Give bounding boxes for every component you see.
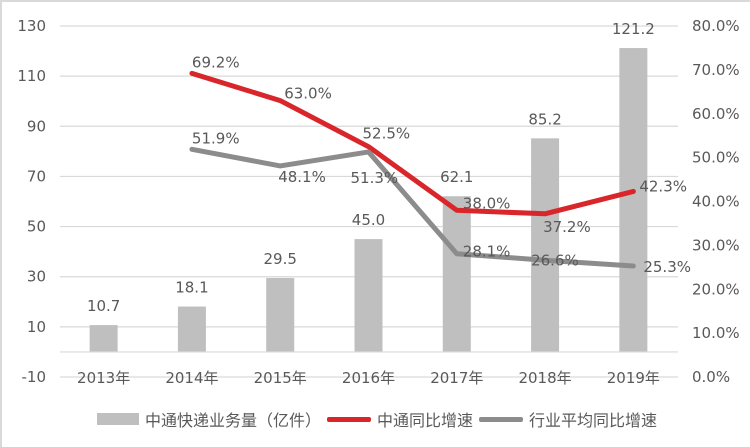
bar[interactable] [442, 196, 471, 352]
right-tick-label: 80.0% [692, 17, 740, 35]
line-value-label: 38.0% [463, 194, 511, 212]
line-value-label: 69.2% [192, 53, 240, 71]
right-axis: 80.0% 70.0% 60.0% 50.0% 40.0% 30.0% 20.0% 10.0%… [692, 17, 740, 386]
left-tick-label: 90 [27, 117, 46, 135]
combo-chart: 130 110 90 70 50 30 10 -10 80.0% 70.0% 60.0% 50.0%… [17, 17, 740, 387]
right-tick-label: 70.0% [692, 61, 740, 79]
line-value-label: 52.5% [363, 125, 411, 143]
x-tick-label: 2018年 [518, 369, 571, 387]
left-tick-label: -10 [22, 368, 47, 386]
bar[interactable] [531, 138, 560, 352]
line-value-label: 51.9% [192, 129, 240, 147]
x-tick-label: 2014年 [165, 369, 218, 387]
bar[interactable] [619, 48, 648, 352]
legend: 中通快递业务量（亿件） 中通同比增速 行业平均同比增速 [2, 404, 750, 434]
line-value-label: 48.1% [278, 168, 326, 186]
right-tick-label: 60.0% [692, 105, 740, 123]
bar-value-label: 45.0 [352, 211, 385, 229]
bar-value-label: 29.5 [264, 250, 297, 268]
line-data-labels: 69.2% 63.0% 52.5% 38.0% 37.2% 42.3% 51.9% 48.1%… [192, 53, 691, 276]
legend-label: 中通快递业务量（亿件） [144, 411, 321, 430]
right-tick-label: 30.0% [692, 236, 740, 254]
left-tick-label: 10 [27, 318, 46, 336]
right-tick-label: 10.0% [692, 324, 740, 342]
bar[interactable] [354, 239, 383, 352]
bar-value-label: 121.2 [612, 20, 655, 38]
x-tick-label: 2016年 [342, 369, 395, 387]
line-value-label: 26.6% [531, 251, 579, 269]
x-tick-label: 2015年 [254, 369, 307, 387]
left-tick-label: 50 [27, 218, 46, 236]
x-tick-label: 2019年 [607, 369, 660, 387]
bar-value-label: 62.1 [440, 168, 473, 186]
bar[interactable] [266, 277, 295, 352]
industry-growth-line[interactable] [189, 146, 636, 269]
line-value-label: 28.1% [463, 243, 511, 261]
right-tick-label: 0.0% [692, 368, 730, 386]
bar-series [89, 48, 648, 352]
legend-item-industry-growth[interactable]: 行业平均同比增速 [479, 407, 657, 431]
x-tick-label: 2013年 [77, 369, 130, 387]
bar-data-labels: 10.7 18.1 29.5 45.0 62.1 85.2 121.2 [87, 20, 655, 315]
bar-value-label: 18.1 [175, 279, 208, 297]
bar-swatch-icon [96, 413, 139, 425]
right-tick-label: 40.0% [692, 193, 740, 211]
bar-value-label: 10.7 [87, 297, 120, 315]
line-swatch-icon [326, 416, 371, 422]
left-tick-label: 70 [27, 167, 46, 185]
right-tick-label: 20.0% [692, 280, 740, 298]
bar[interactable] [177, 306, 206, 352]
legend-label: 行业平均同比增速 [529, 411, 658, 430]
line-value-label: 42.3% [639, 177, 687, 195]
right-tick-label: 50.0% [692, 149, 740, 167]
left-axis: 130 110 90 70 50 30 10 -10 [17, 17, 46, 386]
legend-item-zto-growth[interactable]: 中通同比增速 [326, 407, 473, 431]
left-tick-label: 110 [17, 67, 46, 85]
x-tick-label: 2017年 [430, 369, 483, 387]
zto-growth-line[interactable] [189, 70, 636, 217]
legend-item-volume[interactable]: 中通快递业务量（亿件） [96, 407, 321, 431]
x-axis-labels: 2013年 2014年 2015年 2016年 2017年 2018年 2019年 [77, 369, 660, 387]
legend-label: 中通同比增速 [376, 411, 473, 430]
line-value-label: 25.3% [643, 258, 691, 276]
line-value-label: 51.3% [351, 169, 399, 187]
line-swatch-icon [479, 416, 523, 422]
bar[interactable] [89, 325, 118, 352]
left-tick-label: 130 [17, 17, 46, 35]
line-value-label: 37.2% [543, 218, 591, 236]
left-tick-label: 30 [27, 268, 46, 286]
bar-value-label: 85.2 [528, 110, 561, 128]
line-value-label: 63.0% [284, 85, 332, 103]
line-series [189, 70, 636, 269]
